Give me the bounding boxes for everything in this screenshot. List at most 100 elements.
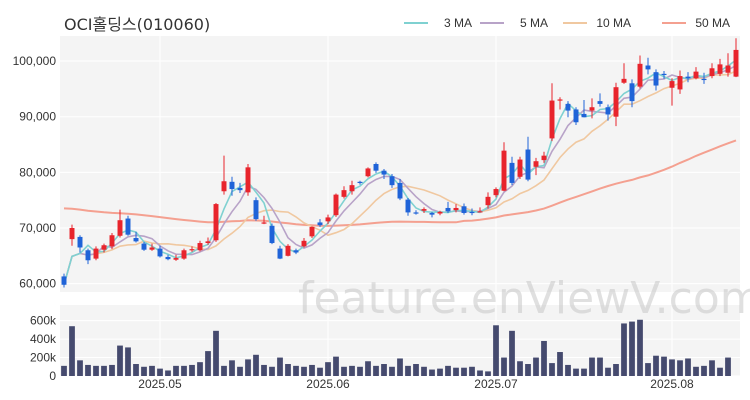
candle bbox=[653, 69, 659, 91]
candle-body bbox=[669, 81, 675, 88]
candles bbox=[61, 38, 739, 288]
price-tick-label: 80,000 bbox=[19, 165, 56, 179]
volume-bar bbox=[325, 362, 331, 376]
volume-bar bbox=[501, 357, 507, 376]
date-tick-label: 2025.05 bbox=[138, 377, 182, 391]
candle-body bbox=[677, 76, 683, 90]
candle-body bbox=[101, 245, 107, 250]
candle bbox=[109, 233, 115, 250]
candle bbox=[189, 246, 195, 252]
volume-bar bbox=[469, 366, 475, 376]
candle bbox=[101, 243, 107, 253]
ma-50-line bbox=[63, 139, 737, 227]
candle bbox=[501, 142, 507, 192]
candle-body bbox=[605, 107, 611, 115]
candle bbox=[357, 180, 363, 185]
volume-bar bbox=[685, 358, 691, 376]
candle bbox=[453, 204, 459, 213]
axes: 60,000 70,000 80,000 90,000 100,000 0 200k 400k… bbox=[13, 54, 694, 391]
volume-bar bbox=[61, 365, 67, 376]
candle-body bbox=[413, 212, 419, 214]
volume-bar bbox=[421, 366, 427, 376]
volume-bar bbox=[629, 321, 635, 376]
volume-bar bbox=[357, 366, 363, 376]
candle bbox=[573, 107, 579, 126]
candle bbox=[533, 157, 539, 176]
candle bbox=[365, 167, 371, 178]
volume-bar bbox=[589, 357, 595, 376]
candle-body bbox=[717, 64, 723, 74]
volume-bar bbox=[581, 368, 587, 376]
legend-item: 5 MA bbox=[480, 16, 548, 30]
candle bbox=[589, 98, 595, 119]
candle bbox=[69, 224, 75, 246]
candle-body bbox=[469, 211, 475, 214]
candle bbox=[597, 93, 603, 107]
candle bbox=[213, 202, 219, 242]
candle bbox=[341, 186, 347, 199]
candle-body bbox=[597, 101, 603, 104]
candle bbox=[205, 237, 211, 245]
candle-body bbox=[301, 240, 307, 247]
candle-body bbox=[85, 250, 91, 261]
candle-body bbox=[501, 150, 507, 191]
candle-body bbox=[173, 258, 179, 260]
date-tick-label: 2025.06 bbox=[306, 377, 350, 391]
candle bbox=[493, 187, 499, 198]
candle-body bbox=[661, 73, 667, 76]
candle-body bbox=[693, 71, 699, 79]
volume-bar bbox=[573, 368, 579, 376]
candle bbox=[309, 226, 315, 239]
candle bbox=[77, 235, 83, 253]
volume-bar bbox=[701, 365, 707, 376]
volume-bar bbox=[301, 366, 307, 376]
volume-bar bbox=[509, 330, 515, 376]
volume-bar bbox=[525, 364, 531, 376]
candle bbox=[93, 246, 99, 261]
volume-bar bbox=[397, 358, 403, 376]
legend-label: 3 MA bbox=[444, 16, 472, 30]
volume-bar bbox=[277, 357, 283, 376]
candle-body bbox=[181, 250, 187, 259]
candle bbox=[373, 162, 379, 173]
candle-body bbox=[581, 113, 587, 118]
candle bbox=[469, 208, 475, 216]
volume-bar bbox=[485, 371, 491, 376]
volume-bar bbox=[205, 351, 211, 376]
candle-body bbox=[277, 248, 283, 259]
volume-bar bbox=[93, 365, 99, 376]
candle-body bbox=[709, 68, 715, 77]
candle-body bbox=[549, 100, 555, 139]
candle-body bbox=[109, 235, 115, 247]
volume-bar bbox=[677, 360, 683, 376]
volume-bar bbox=[453, 367, 459, 376]
candle bbox=[613, 82, 619, 127]
candle bbox=[621, 63, 627, 84]
candle bbox=[325, 214, 331, 225]
volume-bar bbox=[413, 364, 419, 376]
volume-bar bbox=[77, 360, 83, 376]
volume-tick-label: 0 bbox=[49, 369, 56, 383]
candle-body bbox=[653, 72, 659, 86]
candle-body bbox=[429, 212, 435, 215]
legend-item: 10 MA bbox=[563, 16, 631, 30]
candle-body bbox=[213, 204, 219, 241]
candle bbox=[437, 210, 443, 216]
candle-body bbox=[341, 190, 347, 197]
volume-tick-label: 200k bbox=[30, 351, 57, 365]
candle bbox=[725, 53, 731, 77]
candle bbox=[237, 182, 243, 193]
volume-bar bbox=[669, 359, 675, 376]
volume-bar bbox=[365, 361, 371, 376]
volume-bar bbox=[541, 340, 547, 376]
volume-bar bbox=[149, 365, 155, 376]
chart-title: OCI홀딩스(010060) bbox=[64, 15, 211, 34]
candle-body bbox=[157, 248, 163, 257]
volume-bar bbox=[237, 366, 243, 376]
candle bbox=[133, 231, 139, 243]
volume-bar bbox=[101, 365, 107, 376]
candle-body bbox=[477, 211, 483, 213]
candle bbox=[157, 245, 163, 258]
volume-bar bbox=[213, 330, 219, 376]
